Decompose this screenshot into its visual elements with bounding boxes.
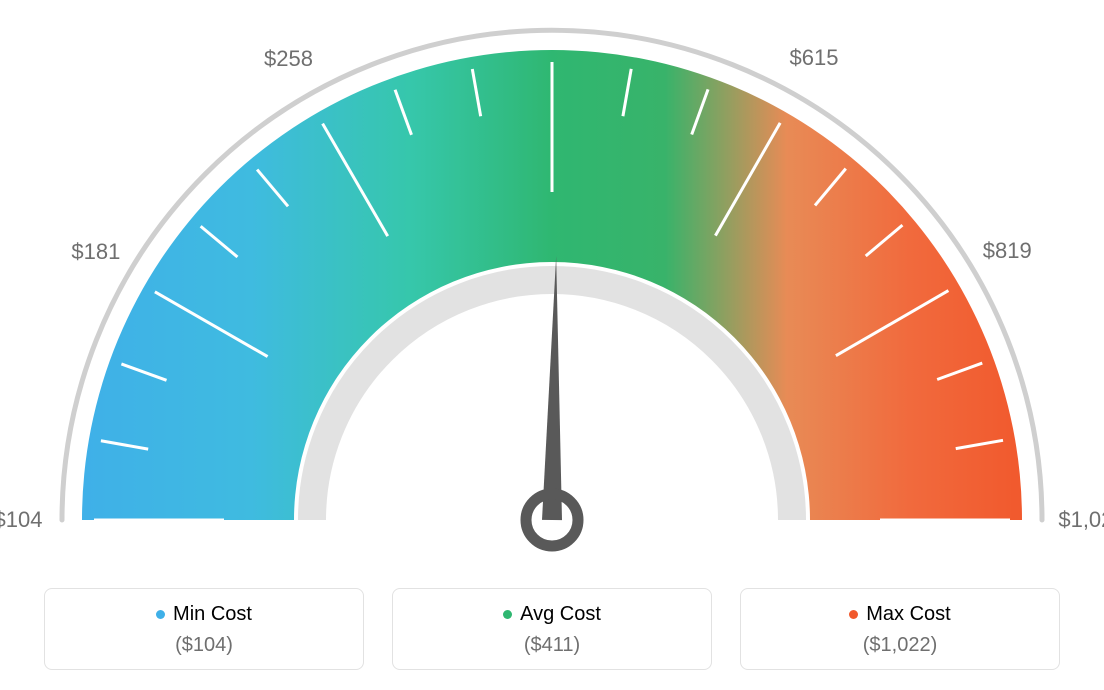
legend-dot-min: [156, 610, 165, 619]
legend-card-min: Min Cost ($104): [44, 588, 364, 670]
legend-value-avg: ($411): [403, 634, 701, 657]
gauge-tick-label: $258: [264, 46, 313, 72]
cost-gauge-container: $104 $181 $258 $411 $615 $819 $1,022 Min Cost …: [0, 0, 1104, 690]
legend-card-avg: Avg Cost ($411): [392, 588, 712, 670]
legend-text-avg: Avg Cost: [520, 603, 601, 626]
legend-label-max: Max Cost: [849, 603, 950, 626]
gauge-tick-label: $615: [790, 45, 839, 71]
gauge-tick-label: $411: [528, 0, 575, 3]
legend-text-max: Max Cost: [866, 603, 950, 626]
gauge-tick-label: $1,022: [1058, 507, 1104, 533]
legend-dot-max: [849, 610, 858, 619]
legend-label-avg: Avg Cost: [503, 603, 601, 626]
gauge-tick-label: $104: [0, 507, 42, 533]
legend-value-min: ($104): [55, 634, 353, 657]
legend-value-max: ($1,022): [751, 634, 1049, 657]
gauge-chart: $104 $181 $258 $411 $615 $819 $1,022: [0, 0, 1104, 570]
legend-dot-avg: [503, 610, 512, 619]
gauge-tick-label: $819: [983, 238, 1032, 264]
gauge-tick-label: $181: [71, 239, 120, 265]
legend-label-min: Min Cost: [156, 603, 252, 626]
legend-text-min: Min Cost: [173, 603, 252, 626]
legend-row: Min Cost ($104) Avg Cost ($411) Max Cost…: [0, 588, 1104, 670]
legend-card-max: Max Cost ($1,022): [740, 588, 1060, 670]
